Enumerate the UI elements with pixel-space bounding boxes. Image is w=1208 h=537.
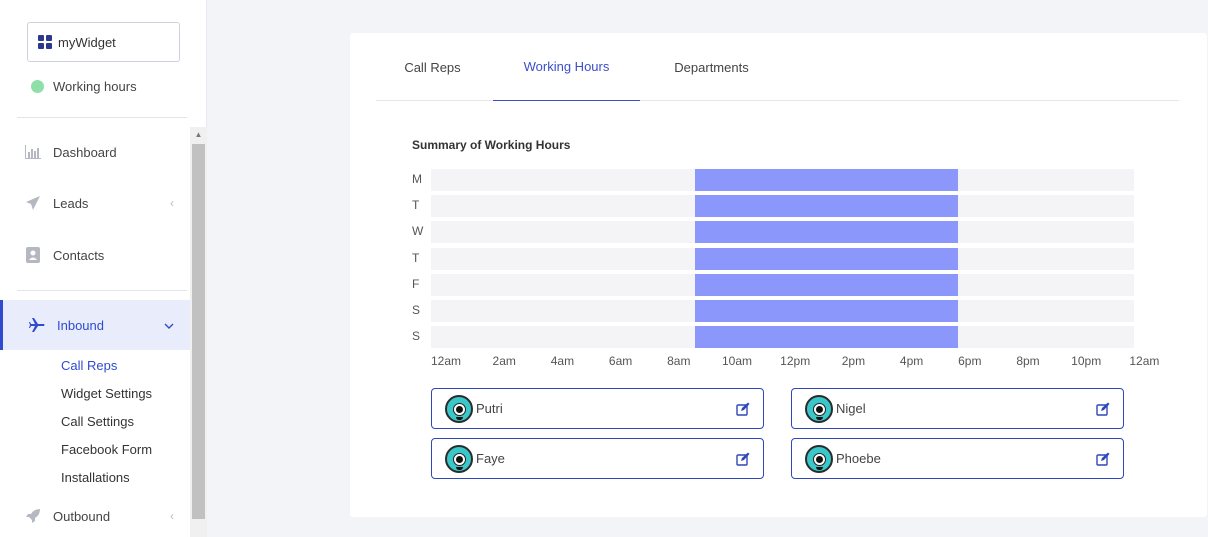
working-hours-bar[interactable] <box>694 300 959 322</box>
rep-card[interactable]: Nigel <box>791 388 1124 429</box>
edit-icon[interactable] <box>1096 402 1110 416</box>
nav-dashboard[interactable]: Dashboard <box>0 127 190 177</box>
hour-label: 4am <box>550 354 575 368</box>
hour-label: 10pm <box>1071 354 1102 368</box>
nav-contacts-label: Contacts <box>53 247 105 263</box>
hour-label: 8pm <box>1016 354 1040 368</box>
day-label: M <box>412 172 422 186</box>
hour-label: 12am <box>1129 354 1160 368</box>
sub-widget-settings[interactable]: Widget Settings <box>61 386 153 401</box>
day-row <box>431 248 1134 270</box>
edit-icon[interactable] <box>736 452 750 466</box>
hour-label: 6am <box>608 354 633 368</box>
working-hours-bar[interactable] <box>694 169 959 191</box>
edit-icon[interactable] <box>736 402 750 416</box>
chevron-left-icon: ‹ <box>170 509 174 523</box>
chevron-down-icon <box>164 318 174 332</box>
contact-card-icon <box>24 247 42 263</box>
tab-departments[interactable]: Departments <box>674 59 749 75</box>
nav-inbound-label: Inbound <box>57 317 104 333</box>
rep-card[interactable]: Putri <box>431 388 764 429</box>
working-hours-card: Call Reps Working Hours Departments Summ… <box>350 33 1207 517</box>
day-label: F <box>412 277 420 291</box>
rocket-icon <box>24 508 42 524</box>
nav-leads-label: Leads <box>53 195 89 211</box>
summary-title: Summary of Working Hours <box>412 138 571 152</box>
sub-installations[interactable]: Installations <box>61 470 130 485</box>
widget-name: myWidget <box>58 34 116 50</box>
rep-name: Nigel <box>836 401 866 416</box>
widget-selector[interactable]: myWidget <box>27 22 180 62</box>
day-row <box>431 195 1134 217</box>
paper-plane-icon <box>24 195 42 211</box>
hour-label: 12am <box>430 354 462 368</box>
scroll-up-arrow-icon[interactable]: ▲ <box>194 129 203 139</box>
hour-label: 4pm <box>899 354 924 368</box>
rep-name: Phoebe <box>836 451 881 466</box>
day-row <box>431 274 1134 296</box>
sub-call-settings[interactable]: Call Settings <box>61 414 134 429</box>
hour-label: 12pm <box>780 354 811 368</box>
working-hours-bar[interactable] <box>694 221 959 243</box>
chevron-left-icon: ‹ <box>170 196 174 210</box>
edit-icon[interactable] <box>1096 452 1110 466</box>
nav-outbound[interactable]: Outbound ‹ <box>0 491 190 537</box>
working-hours-bar[interactable] <box>694 248 959 270</box>
nav-leads[interactable]: Leads ‹ <box>0 178 190 228</box>
avatar <box>445 394 473 423</box>
day-row <box>431 326 1134 348</box>
avatar <box>805 444 833 473</box>
scrollbar-thumb[interactable] <box>192 144 205 519</box>
sidebar: myWidget Working hours Dashboard Leads ‹… <box>0 0 207 537</box>
working-hours-bar[interactable] <box>694 326 959 348</box>
hour-label: 10am <box>721 354 753 368</box>
avatar <box>805 394 833 423</box>
day-label: S <box>412 329 421 343</box>
working-hours-bar[interactable] <box>694 195 959 217</box>
rep-card[interactable]: Phoebe <box>791 438 1124 479</box>
bar-chart-icon <box>24 144 42 160</box>
day-label: T <box>412 198 420 212</box>
rep-name: Putri <box>476 401 503 416</box>
day-row <box>431 221 1134 243</box>
sub-call-reps[interactable]: Call Reps <box>61 358 118 373</box>
grid-icon <box>38 35 52 49</box>
day-label: W <box>412 224 424 238</box>
sub-facebook-form[interactable]: Facebook Form <box>61 442 153 457</box>
working-hours-status[interactable]: Working hours <box>31 79 137 94</box>
day-label: T <box>412 251 420 265</box>
status-dot <box>31 80 44 93</box>
day-row <box>431 169 1134 191</box>
tab-call-reps[interactable]: Call Reps <box>404 59 461 75</box>
avatar <box>445 444 473 473</box>
divider <box>17 117 187 118</box>
nav-dashboard-label: Dashboard <box>53 144 117 160</box>
hour-label: 2am <box>492 354 516 368</box>
sidebar-scrollbar[interactable]: ▲ <box>190 127 207 537</box>
nav-outbound-label: Outbound <box>53 508 111 524</box>
hour-label: 6pm <box>958 354 982 368</box>
tab-working-hours[interactable]: Working Hours <box>493 33 640 101</box>
rep-card[interactable]: Faye <box>431 438 764 479</box>
nav-contacts[interactable]: Contacts <box>0 230 190 280</box>
day-label: S <box>412 303 421 317</box>
airplane-icon <box>28 317 46 333</box>
nav-inbound[interactable]: Inbound <box>0 300 190 350</box>
rep-name: Faye <box>476 451 505 466</box>
status-label: Working hours <box>53 79 137 94</box>
hour-label: 8am <box>667 354 691 368</box>
day-row <box>431 300 1134 322</box>
divider <box>17 290 187 291</box>
hour-label: 2pm <box>841 354 866 368</box>
tab-bar: Call Reps Working Hours Departments <box>376 33 1179 101</box>
working-hours-bar[interactable] <box>694 274 959 296</box>
